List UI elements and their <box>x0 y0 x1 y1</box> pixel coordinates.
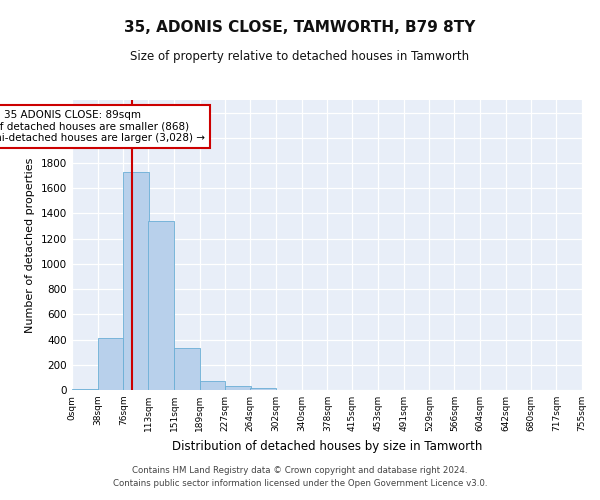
Bar <box>226 386 251 390</box>
Text: 35, ADONIS CLOSE, TAMWORTH, B79 8TY: 35, ADONIS CLOSE, TAMWORTH, B79 8TY <box>124 20 476 35</box>
Bar <box>98 338 124 390</box>
Text: Size of property relative to detached houses in Tamworth: Size of property relative to detached ho… <box>130 50 470 63</box>
X-axis label: Distribution of detached houses by size in Tamworth: Distribution of detached houses by size … <box>172 440 482 452</box>
Text: Contains HM Land Registry data © Crown copyright and database right 2024.
Contai: Contains HM Land Registry data © Crown c… <box>113 466 487 487</box>
Bar <box>124 172 149 390</box>
Bar <box>200 380 226 390</box>
Bar <box>250 388 276 390</box>
Bar <box>72 388 98 390</box>
Bar <box>174 348 200 390</box>
Text: 35 ADONIS CLOSE: 89sqm
← 22% of detached houses are smaller (868)
77% of semi-de: 35 ADONIS CLOSE: 89sqm ← 22% of detached… <box>0 110 205 144</box>
Bar <box>148 221 174 390</box>
Y-axis label: Number of detached properties: Number of detached properties <box>25 158 35 332</box>
